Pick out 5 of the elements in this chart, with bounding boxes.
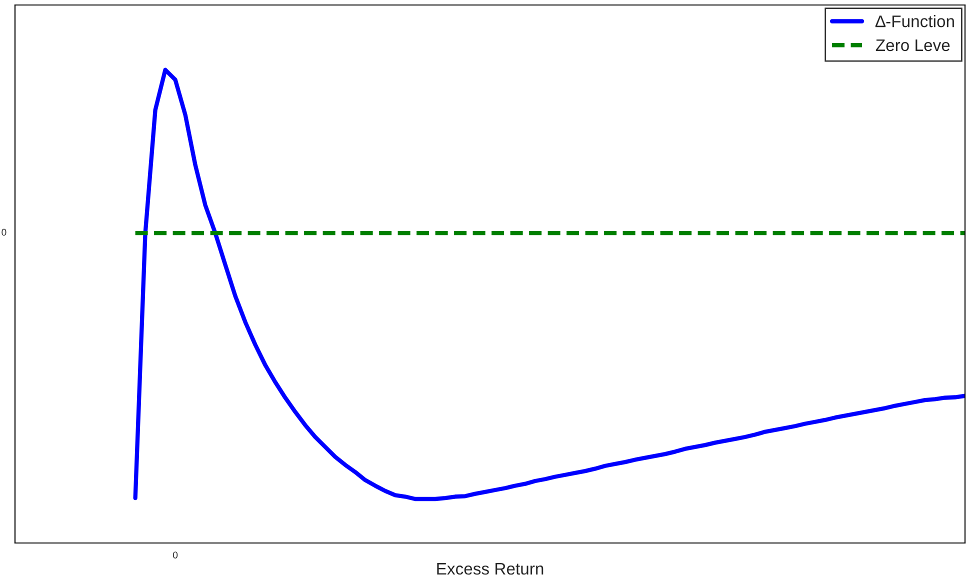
legend-label: ∆-Function bbox=[875, 15, 954, 28]
text: 0 bbox=[2, 228, 6, 236]
legend-label: Zero Leve bbox=[876, 39, 950, 52]
x-axis-title: Excess Return bbox=[437, 563, 544, 575]
text: 0 bbox=[172, 552, 178, 558]
